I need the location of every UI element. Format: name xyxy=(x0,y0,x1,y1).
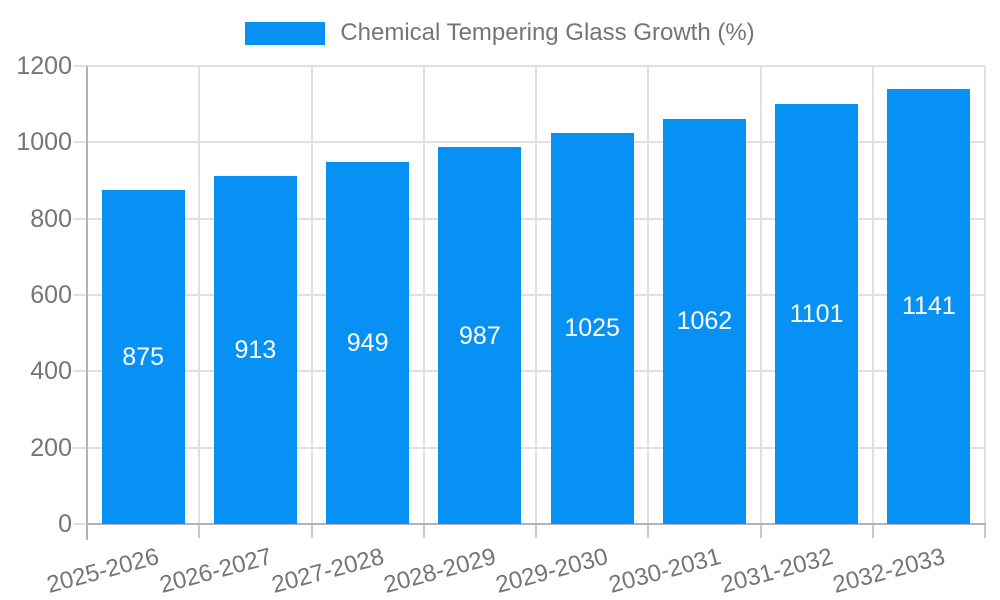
x-axis-tick xyxy=(759,524,762,538)
bar-value-label: 1062 xyxy=(676,307,733,336)
y-axis-tick-label: 1200 xyxy=(16,52,72,80)
x-axis-tick xyxy=(310,524,313,538)
legend-swatch xyxy=(245,21,326,45)
y-axis-line xyxy=(86,66,88,540)
y-gridline xyxy=(73,65,985,67)
chart-legend[interactable]: Chemical Tempering Glass Growth (%) xyxy=(0,19,1000,47)
bar-value-label: 913 xyxy=(234,335,277,364)
y-gridline xyxy=(73,370,985,373)
x-axis-tick xyxy=(984,524,986,538)
bar[interactable] xyxy=(662,118,746,524)
y-axis-tick-label: 0 xyxy=(58,510,72,538)
x-axis-category-label: 2027-2028 xyxy=(268,543,387,599)
x-axis-tick xyxy=(871,524,874,538)
x-gridline xyxy=(198,66,201,524)
x-gridline xyxy=(422,66,425,524)
bar[interactable] xyxy=(550,132,634,524)
x-gridline xyxy=(535,66,537,524)
x-axis-tick xyxy=(647,524,650,538)
y-gridline xyxy=(73,141,985,144)
x-gridline xyxy=(310,66,313,524)
bar[interactable] xyxy=(213,175,297,524)
x-axis-category-label: 2028-2029 xyxy=(381,543,499,599)
x-gridline xyxy=(647,66,650,524)
y-gridline xyxy=(73,217,985,220)
y-axis-tick-label: 800 xyxy=(30,204,72,233)
bar-value-label: 1141 xyxy=(901,292,956,321)
x-gridline xyxy=(759,66,762,524)
bar[interactable] xyxy=(438,147,522,524)
bar[interactable] xyxy=(775,103,859,524)
y-axis-tick-label: 200 xyxy=(30,433,72,462)
y-axis-tick-label: 400 xyxy=(30,357,72,386)
bar-value-label: 875 xyxy=(122,343,164,372)
bar[interactable] xyxy=(887,88,971,524)
y-axis-tick-label: 600 xyxy=(30,281,72,309)
x-axis-tick xyxy=(198,524,201,538)
bar-value-label: 1025 xyxy=(564,314,620,343)
x-axis-category-label: 2026-2027 xyxy=(156,543,275,599)
x-gridline xyxy=(984,66,986,524)
bar-value-label: 987 xyxy=(459,321,501,350)
legend-label: Chemical Tempering Glass Growth (%) xyxy=(340,19,755,46)
bar-value-label: 1101 xyxy=(789,299,844,328)
x-axis-category-label: 2025-2026 xyxy=(44,543,163,599)
x-axis-category-label: 2032-2033 xyxy=(830,543,948,599)
y-gridline xyxy=(73,446,985,449)
bar-value-label: 949 xyxy=(346,328,389,357)
x-axis-line xyxy=(86,523,986,525)
bar[interactable] xyxy=(101,190,185,524)
bar[interactable] xyxy=(326,161,410,524)
x-axis-category-label: 2029-2030 xyxy=(493,543,612,599)
x-gridline xyxy=(871,66,874,524)
x-axis-tick xyxy=(422,524,425,538)
y-axis-tick-label: 1000 xyxy=(16,128,72,157)
x-axis-category-label: 2031-2032 xyxy=(717,543,836,599)
x-axis-tick xyxy=(535,524,537,538)
x-axis-category-label: 2030-2031 xyxy=(605,543,724,599)
y-gridline xyxy=(73,294,985,296)
